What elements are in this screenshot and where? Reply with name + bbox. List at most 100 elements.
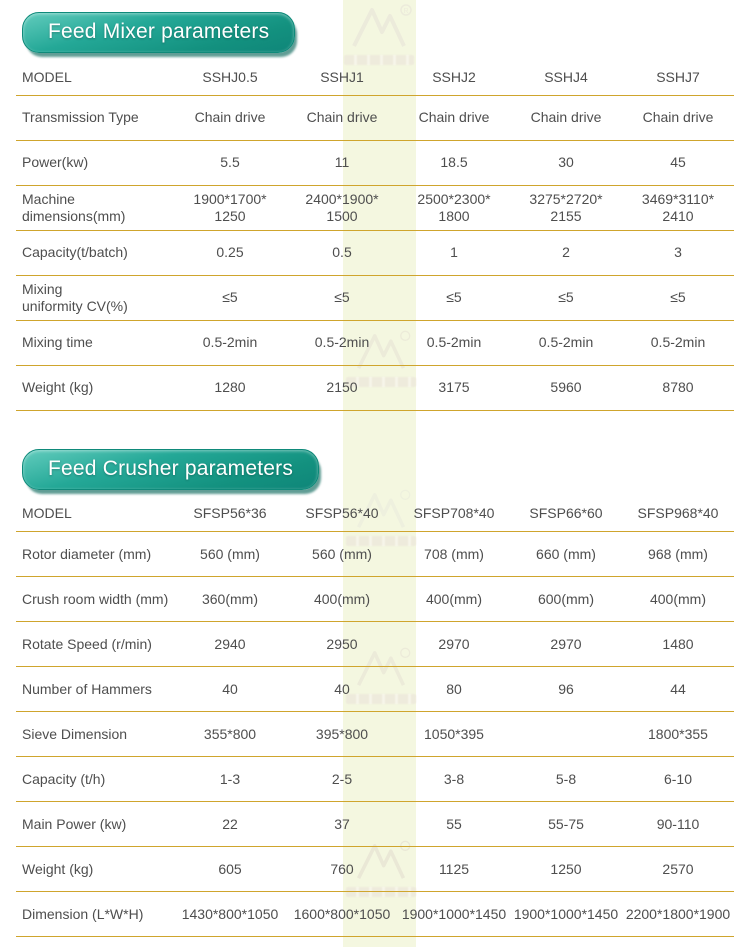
cell-value: 400(mm) <box>425 590 482 607</box>
cell-value: 90-110 <box>656 815 700 832</box>
model-name-header: SFSP708*40 <box>398 500 510 532</box>
row-label: Crush room width (mm) <box>22 590 169 607</box>
logo-watermark-icon <box>333 328 429 387</box>
cell-value: 5.5 <box>220 154 240 171</box>
model-name-header: SSHJ0.5 <box>174 64 286 96</box>
cell-value: 605 <box>218 860 242 877</box>
cell-value: 0.5-2min <box>426 334 482 351</box>
cell-value: 0.5 <box>332 244 352 261</box>
cell-value: 560 (mm) <box>200 545 260 562</box>
cell-value: 400(mm) <box>649 590 706 607</box>
cell-value: 8780 <box>662 379 694 396</box>
cell-value: 2200*1800*1900 <box>625 905 731 922</box>
table-row: Machine dimensions(mm) 1900*1700* 1250 240… <box>16 185 734 230</box>
row-label: Capacity (t/h) <box>22 770 106 787</box>
cell-value: 40 <box>222 680 238 697</box>
row-label: Capacity(t/batch) <box>22 244 128 261</box>
cell-value: 0.5-2min <box>538 334 594 351</box>
row-label: Mixing uniformity CV(%) <box>22 280 128 314</box>
cell-value: 0.5-2min <box>314 334 370 351</box>
cell-value: 96 <box>558 680 574 697</box>
row-label: Weight (kg) <box>22 860 94 877</box>
cell-value: 600(mm) <box>537 590 594 607</box>
cell-value: 2 <box>562 244 570 261</box>
row-label: Weight (kg) <box>22 379 94 396</box>
cell-value: 1430*800*1050 <box>181 905 279 922</box>
row-label: Number of Hammers <box>22 680 152 697</box>
cell-value: 80 <box>446 680 462 697</box>
table-row: Power(kw) 5.5 11 18.5 30 45 <box>16 140 734 185</box>
cell-value: 660 (mm) <box>536 545 596 562</box>
model-name-header: SSHJ7 <box>622 64 734 96</box>
svg-text:R: R <box>403 8 408 15</box>
feed-crusher-table: MODEL SFSP56*36 SFSP56*40 SFSP708*40 SFSP66*… <box>16 500 734 938</box>
cell-value: 1050*395 <box>424 725 484 742</box>
cell-value: 3-8 <box>443 770 465 787</box>
cell-value: 400(mm) <box>313 590 370 607</box>
model-name-header: SFSP56*40 <box>286 500 398 532</box>
cell-value: 2970 <box>438 635 470 652</box>
table-row: Mixing uniformity CV(%) ≤5 ≤5 ≤5 ≤5 ≤5 <box>16 275 734 320</box>
row-label: Power(kw) <box>22 154 89 171</box>
cell-value: Chain drive <box>642 109 714 126</box>
model-name-header: SSHJ1 <box>286 64 398 96</box>
cell-value: 760 <box>330 860 354 877</box>
cell-value: 2940 <box>214 635 246 652</box>
feed-mixer-section: Feed Mixer parameters MODEL SSHJ0.5 SSHJ1 S… <box>0 0 750 411</box>
cell-value <box>510 712 622 757</box>
cell-value: 1900*1000*1450 <box>401 905 507 922</box>
row-label: Dimension (L*W*H) <box>22 905 144 922</box>
cell-value: 2150 <box>326 379 358 396</box>
cell-value: 22 <box>222 815 238 832</box>
model-name-header: SFSP968*40 <box>622 500 734 532</box>
cell-value: ≤5 <box>222 289 238 306</box>
cell-value: 3469*3110* 2410 <box>641 190 715 224</box>
row-label: Mixing time <box>22 334 93 351</box>
table-row: Main Power (kw) 22 37 55 55-75 90-110 <box>16 802 734 847</box>
row-label: Sieve Dimension <box>22 725 128 742</box>
cell-value: 30 <box>558 154 574 171</box>
feed-crusher-title-banner: Feed Crusher parameters <box>22 448 320 490</box>
logo-watermark-icon: R <box>331 2 427 65</box>
cell-value: 2950 <box>326 635 358 652</box>
model-name-header: SFSP56*36 <box>174 500 286 532</box>
cell-value: 2400*1900* 1500 <box>305 190 379 224</box>
cell-value: 2570 <box>662 860 694 877</box>
cell-value: 355*800 <box>203 725 257 742</box>
cell-value: 11 <box>334 154 350 171</box>
table-row: Transmission Type Chain drive Chain drive C… <box>16 95 734 140</box>
cell-value: 2-5 <box>331 770 353 787</box>
logo-watermark-icon <box>333 645 429 704</box>
cell-value: 1 <box>450 244 458 261</box>
cell-value: 0.25 <box>216 244 244 261</box>
cell-value: 0.5-2min <box>202 334 258 351</box>
logo-watermark-icon <box>333 838 429 897</box>
cell-value: 360(mm) <box>201 590 258 607</box>
model-name-header: SSHJ2 <box>398 64 510 96</box>
row-label: Main Power (kw) <box>22 815 127 832</box>
cell-value: 3 <box>674 244 682 261</box>
cell-value: 708 (mm) <box>424 545 484 562</box>
cell-value: 1600*800*1050 <box>293 905 391 922</box>
cell-value: ≤5 <box>334 289 350 306</box>
cell-value: 395*800 <box>315 725 369 742</box>
cell-value: Chain drive <box>418 109 490 126</box>
header-row: MODEL SSHJ0.5 SSHJ1 SSHJ2 SSHJ4 SSHJ7 <box>16 64 734 96</box>
cell-value: 55 <box>446 815 462 832</box>
cell-value: 1480 <box>662 635 694 652</box>
header-row: MODEL SFSP56*36 SFSP56*40 SFSP708*40 SFSP66*… <box>16 500 734 532</box>
cell-value: 968 (mm) <box>648 545 708 562</box>
cell-value: 44 <box>670 680 686 697</box>
table-row: Capacity (t/h) 1-3 2-5 3-8 5-8 6-10 <box>16 757 734 802</box>
cell-value: ≤5 <box>670 289 686 306</box>
cell-value: 1125 <box>438 860 470 877</box>
cell-value: 0.5-2min <box>650 334 706 351</box>
row-label: Transmission Type <box>22 109 139 126</box>
model-column-header: MODEL <box>16 64 174 96</box>
table-row: Rotate Speed (r/min) 2940 2950 2970 2970 1480 <box>16 622 734 667</box>
watermark-stripe: R <box>343 0 416 947</box>
cell-value: 5-8 <box>555 770 577 787</box>
table-row: Weight (kg) 605 760 1125 1250 2570 <box>16 847 734 892</box>
table-row: Capacity(t/batch) 0.25 0.5 1 2 3 <box>16 230 734 275</box>
